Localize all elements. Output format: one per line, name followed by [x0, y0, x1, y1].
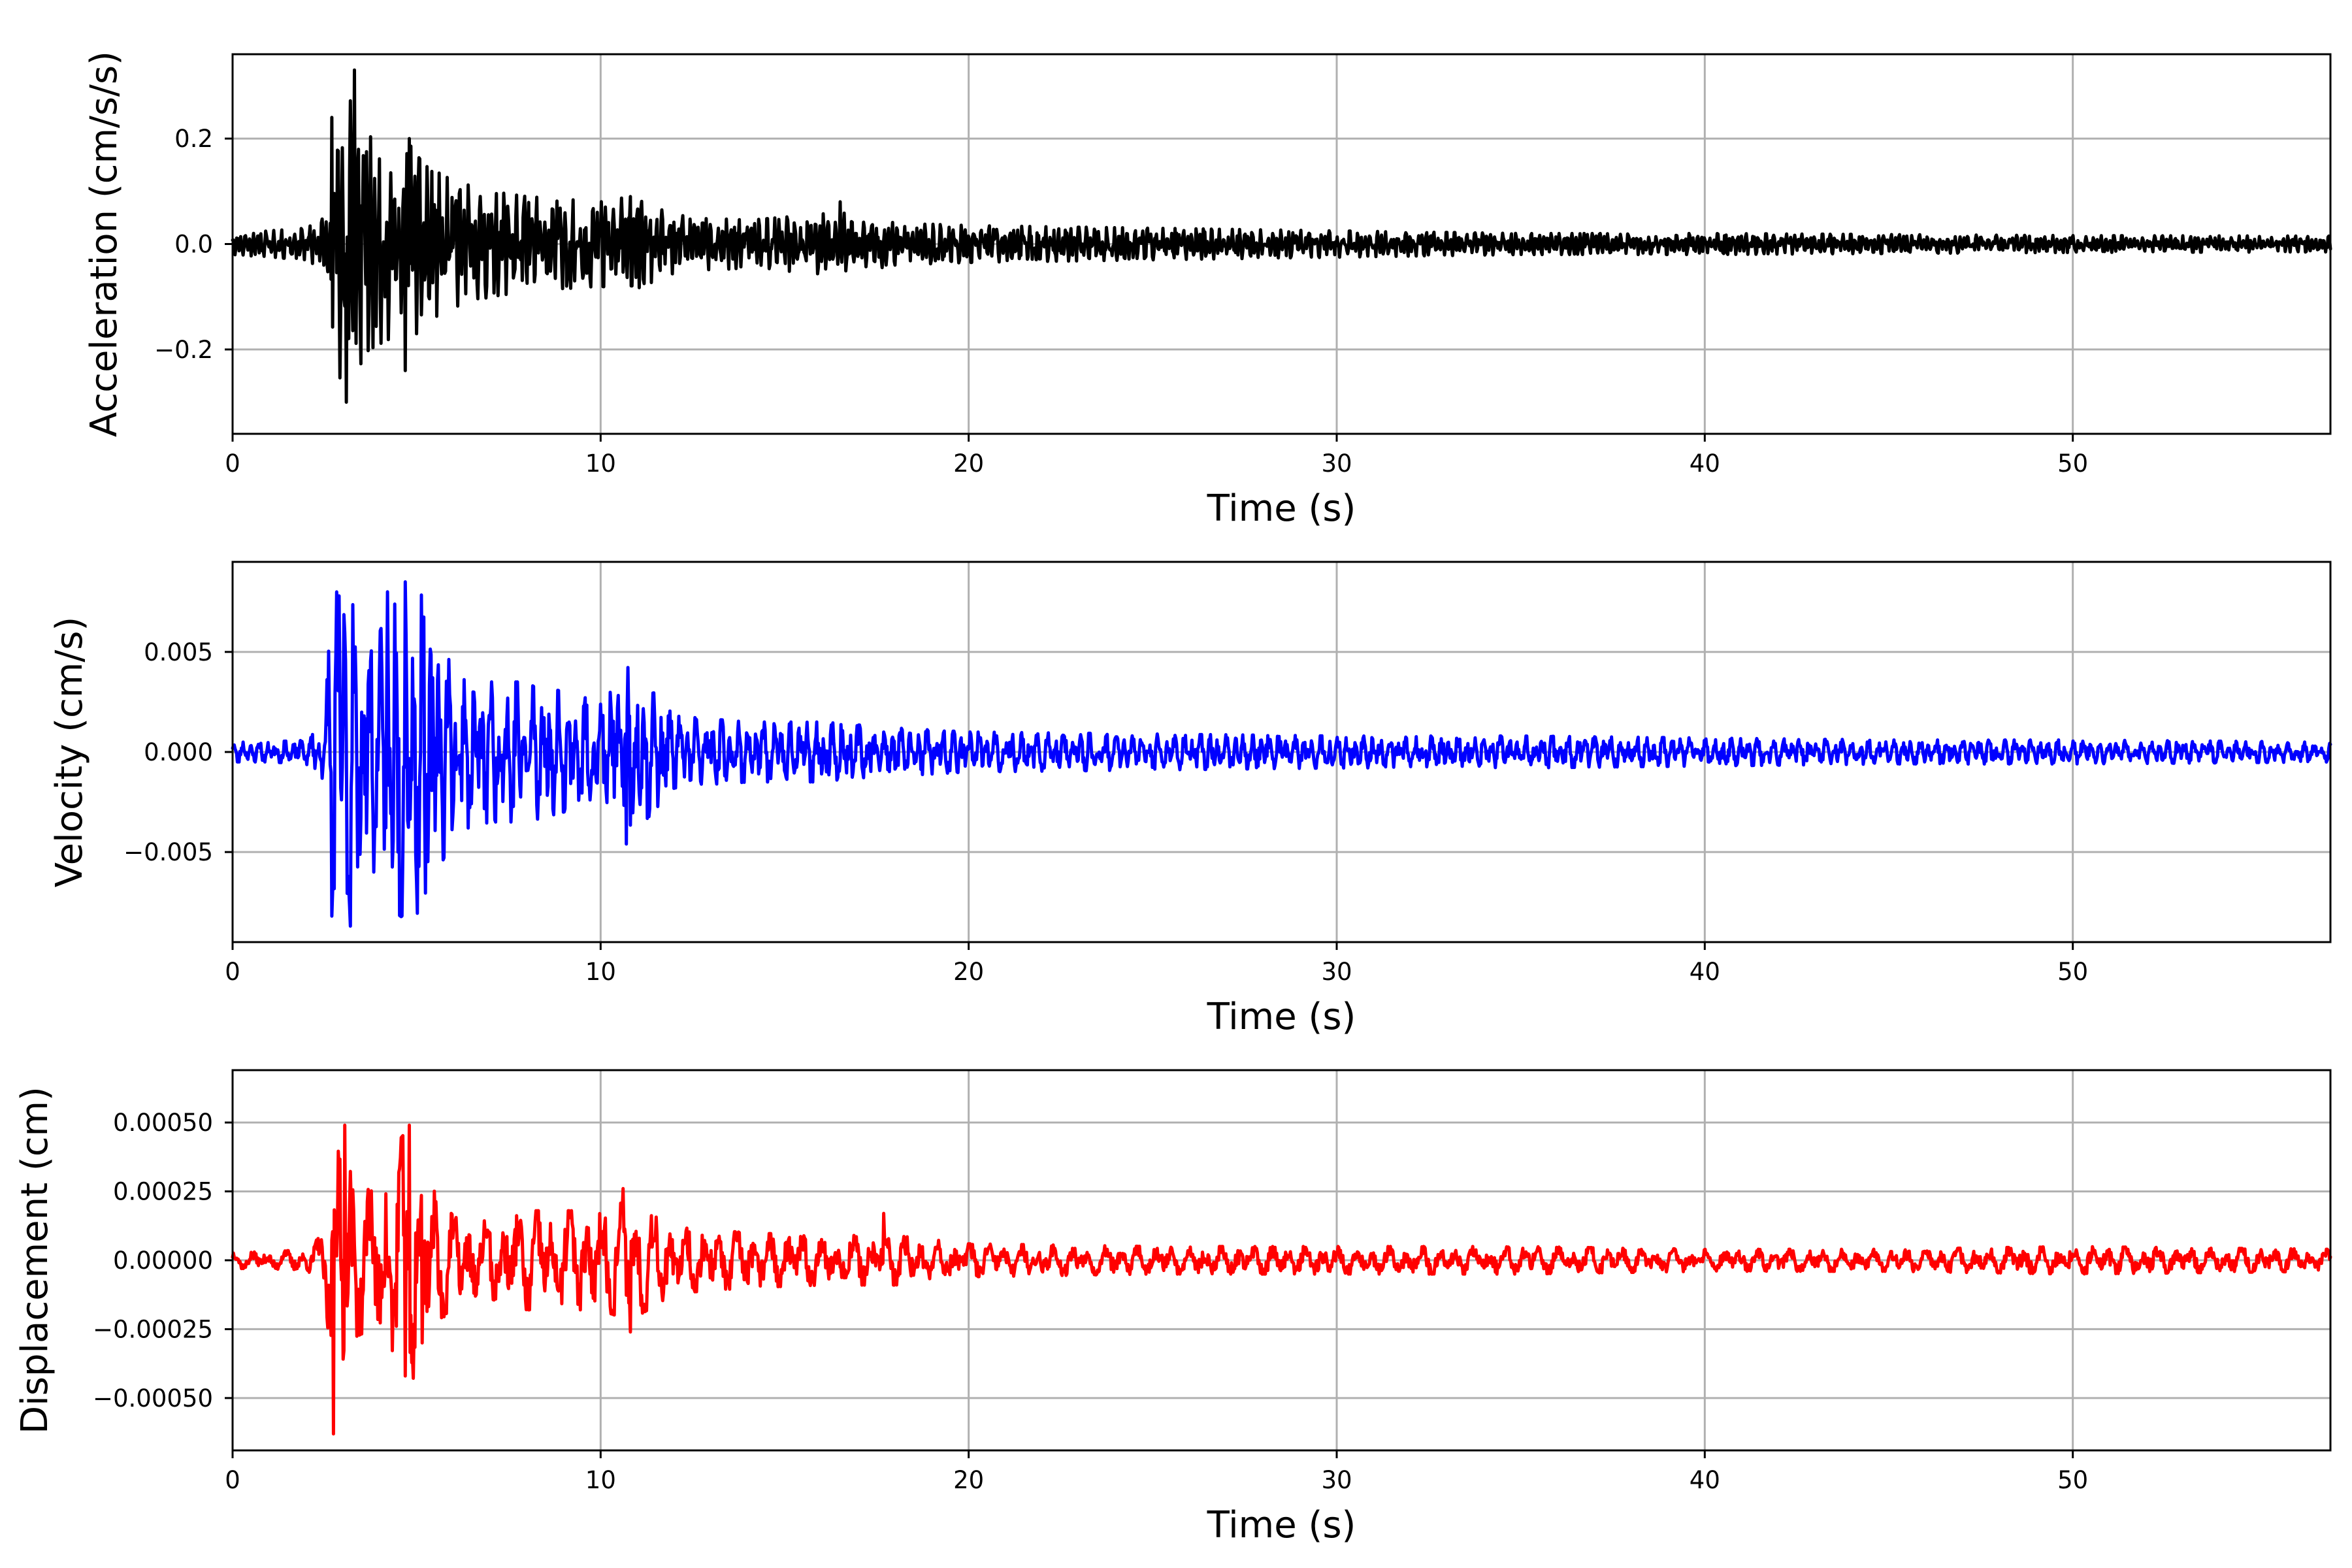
- acceleration-ytick-label: 0.0: [174, 231, 213, 259]
- acceleration-yaxis-label: Acceleration (cm/s/s): [83, 51, 125, 437]
- displacement-series-line: [231, 1123, 2332, 1436]
- acceleration-xtick-label: 10: [585, 449, 616, 478]
- displacement-xaxis-label: Time (s): [1207, 1504, 1356, 1546]
- displacement-ytick-label: −0.00025: [93, 1315, 213, 1343]
- displacement-yaxis-label: Displacement (cm): [14, 1086, 56, 1434]
- acceleration-xtick-label: 20: [953, 449, 984, 478]
- velocity-xaxis-label: Time (s): [1207, 996, 1356, 1038]
- velocity-xtick-label: 50: [2057, 958, 2088, 986]
- velocity-xtick-label: 0: [225, 958, 240, 986]
- displacement-xtick-label: 20: [953, 1466, 984, 1494]
- displacement-ytick-label: 0.00025: [113, 1178, 213, 1206]
- acceleration-xtick-label: 40: [1690, 449, 1720, 478]
- acceleration-series-line: [231, 68, 2332, 404]
- displacement-panel: 0 10 20 30 40 50 −0.00050 −0.00025 0.00000 0.0002…: [14, 1069, 2332, 1546]
- displacement-xtick-label: 10: [585, 1466, 616, 1494]
- acceleration-panel: 0 10 20 30 40 50 −0.2 0.0 0.2 Time (s) Acceleratio…: [83, 51, 2332, 530]
- acceleration-xtick-label: 50: [2057, 449, 2088, 478]
- velocity-xtick-label: 40: [1690, 958, 1720, 986]
- displacement-xtick-label: 50: [2057, 1466, 2088, 1494]
- velocity-xtick-label: 20: [953, 958, 984, 986]
- velocity-series-line: [231, 580, 2332, 928]
- acceleration-ytick-label: 0.2: [174, 125, 213, 153]
- displacement-ytick-label: 0.00050: [113, 1109, 213, 1137]
- velocity-ytick-label: 0.000: [144, 738, 213, 766]
- acceleration-xtick-label: 0: [225, 449, 240, 478]
- displacement-xtick-label: 30: [1321, 1466, 1352, 1494]
- velocity-panel: 0 10 20 30 40 50 −0.005 0.000 0.005 Time (s) Veloc…: [48, 561, 2332, 1038]
- displacement-xtick-label: 40: [1690, 1466, 1720, 1494]
- velocity-xtick-label: 30: [1321, 958, 1352, 986]
- displacement-xtick-label: 0: [225, 1466, 240, 1494]
- displacement-ytick-label: −0.00050: [93, 1384, 213, 1413]
- velocity-ytick-label: 0.005: [144, 638, 213, 666]
- acceleration-xtick-label: 30: [1321, 449, 1352, 478]
- velocity-xtick-label: 10: [585, 958, 616, 986]
- displacement-ytick-label: 0.00000: [113, 1247, 213, 1275]
- acceleration-ytick-label: −0.2: [154, 336, 213, 364]
- velocity-ytick-label: −0.005: [123, 838, 213, 866]
- velocity-yaxis-label: Velocity (cm/s): [48, 617, 91, 888]
- acceleration-xaxis-label: Time (s): [1207, 487, 1356, 530]
